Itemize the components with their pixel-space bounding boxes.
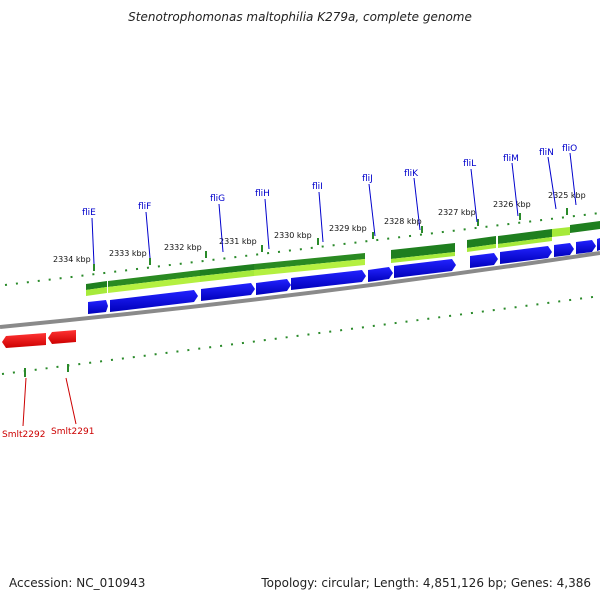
gene-label-Smlt2291[interactable]: Smlt2291 <box>51 427 94 437</box>
gene-arrow-fliH <box>256 279 291 295</box>
scale-major-ticks <box>93 208 568 271</box>
gene-label-fliJ[interactable]: fliJ <box>362 174 373 184</box>
scale-label: 2327 kbp <box>438 208 476 217</box>
scale-label: 2332 kbp <box>164 243 202 252</box>
scale-label: 2329 kbp <box>329 224 367 233</box>
gene-arrow-fliF <box>110 290 198 312</box>
gene-arrow-fliN <box>554 243 574 257</box>
gene-arrow-fliK <box>394 259 456 278</box>
outer-tick-row <box>4 212 600 286</box>
gene-arrow-fliO <box>576 240 596 254</box>
gene-arrow-fliM <box>500 246 552 264</box>
gene-label-Smlt2292[interactable]: Smlt2292 <box>2 430 45 440</box>
scale-label: 2330 kbp <box>274 231 312 240</box>
forward-gene-leaders <box>91 152 577 265</box>
gene-label-fliG[interactable]: fliG <box>210 194 225 204</box>
map-title: Stenotrophomonas maltophilia K279a, comp… <box>128 10 472 24</box>
scale-label: 2331 kbp <box>219 237 257 246</box>
gene-label-fliM[interactable]: fliM <box>503 154 519 164</box>
gene-arrow-Smlt2291 <box>48 330 76 344</box>
gene-label-fliK[interactable]: fliK <box>404 169 419 179</box>
gene-label-fliE[interactable]: fliE <box>82 208 96 218</box>
gene-arrow-fliL <box>470 253 498 268</box>
gene-arrow-fliI <box>291 270 366 290</box>
forward-gene-track[interactable] <box>88 238 600 314</box>
accession-text: Accession: NC_010943 <box>9 576 146 590</box>
gene-label-fliI[interactable]: fliI <box>312 182 323 192</box>
cds-track <box>86 221 600 296</box>
gene-label-fliH[interactable]: fliH <box>255 189 270 199</box>
scale-label: 2325 kbp <box>548 191 586 200</box>
inner-tick-row <box>1 295 600 377</box>
gene-label-fliN[interactable]: fliN <box>539 148 554 158</box>
genome-backbone <box>0 251 600 329</box>
gene-label-fliL[interactable]: fliL <box>463 159 476 169</box>
scale-label: 2334 kbp <box>53 255 91 264</box>
gene-arrow-fliG <box>201 283 255 301</box>
gene-arrow-fliE <box>88 300 108 314</box>
gene-label-fliF[interactable]: fliF <box>138 202 151 212</box>
gene-arrow-Smlt2292 <box>2 333 46 348</box>
scale-label: 2326 kbp <box>493 200 531 209</box>
scale-label: 2328 kbp <box>384 217 422 226</box>
gene-arrow-fliJ <box>368 267 393 282</box>
gene-label-fliO[interactable]: fliO <box>562 144 577 154</box>
reverse-gene-track[interactable] <box>2 330 76 348</box>
scale-label: 2333 kbp <box>109 249 147 258</box>
reverse-gene-leaders <box>22 377 77 427</box>
topology-text: Topology: circular; Length: 4,851,126 bp… <box>261 576 591 590</box>
